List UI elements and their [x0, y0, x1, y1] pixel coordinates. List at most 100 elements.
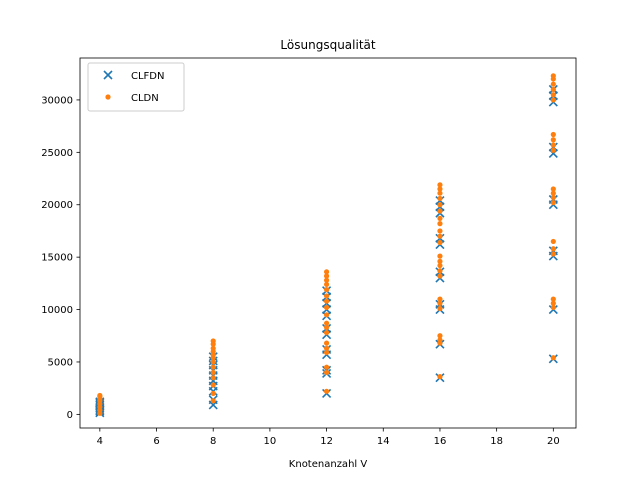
- data-point-cldn: [323, 369, 330, 376]
- x-tick-label: 14: [377, 436, 390, 447]
- data-point-cldn: [437, 262, 443, 269]
- x-tick-label: 12: [320, 436, 333, 447]
- data-point-cldn: [323, 364, 330, 370]
- data-point-cldn: [323, 298, 330, 304]
- data-point-cldn: [550, 142, 556, 148]
- data-point-cldn: [437, 337, 443, 343]
- y-axis: 0 5000 10000 15000 20000 25000 30000: [41, 95, 80, 421]
- y-tick-label: 30000: [41, 95, 73, 106]
- x-tick-label: 20: [547, 436, 560, 447]
- x-tick-label: 16: [434, 436, 447, 447]
- legend-label-clfdn: CLFDN: [131, 71, 165, 82]
- data-point-cldn: [550, 246, 556, 252]
- data-point-cldn: [97, 392, 103, 399]
- data-point-cldn: [210, 398, 216, 404]
- x-tick-label: 6: [153, 436, 159, 447]
- data-point-cldn: [550, 86, 556, 93]
- y-tick-label: 10000: [41, 305, 73, 316]
- data-point-cldn: [550, 251, 556, 257]
- x-tick-label: 18: [490, 436, 503, 447]
- data-point-cldn: [550, 296, 556, 302]
- data-point-cldn: [437, 195, 443, 202]
- data-point-cldn: [210, 375, 216, 381]
- data-point-cldn: [437, 258, 443, 264]
- data-point-cldn: [437, 273, 443, 279]
- data-point-cldn: [550, 131, 556, 138]
- plot-frame: [79, 57, 577, 429]
- data-point-cldn: [550, 200, 556, 206]
- data-point-cldn: [323, 324, 330, 330]
- x-axis-label: Knotenanzahl V: [289, 459, 368, 470]
- data-point-cldn: [550, 147, 556, 153]
- data-point-cldn: [323, 312, 330, 318]
- data-point-cldn: [437, 253, 443, 259]
- x-tick-label: 10: [264, 436, 277, 447]
- data-point-cldn: [550, 97, 556, 103]
- data-point-cldn: [550, 81, 556, 87]
- y-tick-label: 20000: [41, 200, 73, 211]
- data-point-cldn: [323, 349, 330, 356]
- data-point-cldn: [210, 338, 216, 344]
- x-tick-label: 8: [210, 436, 216, 447]
- data-point-cldn: [437, 268, 443, 274]
- data-point-cldn: [550, 186, 556, 192]
- legend-marker-symbol: [105, 94, 111, 100]
- legend: CLFDN CLDN: [87, 62, 185, 112]
- data-point-cldn: [210, 345, 216, 351]
- data-point-cldn: [323, 330, 330, 336]
- data-point-cldn: [323, 281, 330, 288]
- data-point-cldn: [550, 137, 556, 143]
- plot-area: [95, 73, 558, 418]
- chart-title: Lösungsqualität: [280, 38, 375, 52]
- data-point-cldn: [437, 228, 443, 234]
- data-point-cldn: [437, 233, 443, 239]
- data-point-cldn: [323, 273, 330, 279]
- y-tick-label: 5000: [48, 357, 73, 368]
- legend-marker-symbol: [103, 70, 113, 80]
- y-tick-label: 25000: [41, 148, 73, 159]
- data-point-cldn: [550, 190, 556, 196]
- data-point-cldn: [437, 296, 443, 302]
- x-tick-label: 4: [97, 436, 103, 447]
- legend-label-cldn: CLDN: [131, 93, 159, 104]
- data-point-cldn: [437, 374, 443, 380]
- data-point-cldn: [437, 190, 443, 196]
- data-point-cldn: [323, 345, 330, 351]
- data-point-cldn: [323, 277, 330, 283]
- data-point-cldn: [437, 300, 443, 306]
- data-point-cldn: [437, 305, 443, 312]
- data-point-cldn: [437, 182, 443, 188]
- data-point-cldn: [323, 388, 330, 394]
- data-point-cldn: [323, 304, 330, 311]
- data-point-cldn: [210, 364, 216, 370]
- data-point-cldn: [210, 390, 216, 397]
- data-point-cldn: [550, 238, 556, 245]
- data-point-cldn: [437, 208, 443, 214]
- data-point-cldn: [550, 300, 556, 306]
- y-tick-label: 0: [67, 410, 73, 421]
- data-point-cldn: [323, 340, 330, 346]
- y-tick-label: 15000: [41, 253, 73, 264]
- data-point-cldn: [323, 320, 330, 326]
- legend-marker-clfdn: [103, 70, 113, 80]
- data-point-cldn: [437, 239, 443, 246]
- data-point-cldn: [210, 369, 216, 376]
- data-point-cldn: [437, 221, 443, 227]
- data-point-cldn: [323, 269, 330, 275]
- data-point-cldn: [210, 359, 216, 365]
- legend-box: [87, 62, 185, 112]
- data-point-cldn: [210, 382, 216, 388]
- data-point-cldn: [437, 333, 443, 339]
- data-point-cldn: [550, 355, 556, 361]
- x-axis: 4 6 8 10 12 14 16 18 20: [97, 428, 560, 447]
- data-point-cldn: [437, 215, 443, 221]
- legend-marker-cldn: [105, 94, 111, 100]
- data-point-cldn: [323, 287, 330, 293]
- data-point-cldn: [550, 194, 556, 201]
- data-point-cldn: [437, 186, 443, 192]
- data-point-cldn: [550, 92, 556, 98]
- series-cldn: [97, 73, 556, 416]
- data-point-cldn: [550, 73, 556, 79]
- data-point-cldn: [437, 202, 443, 208]
